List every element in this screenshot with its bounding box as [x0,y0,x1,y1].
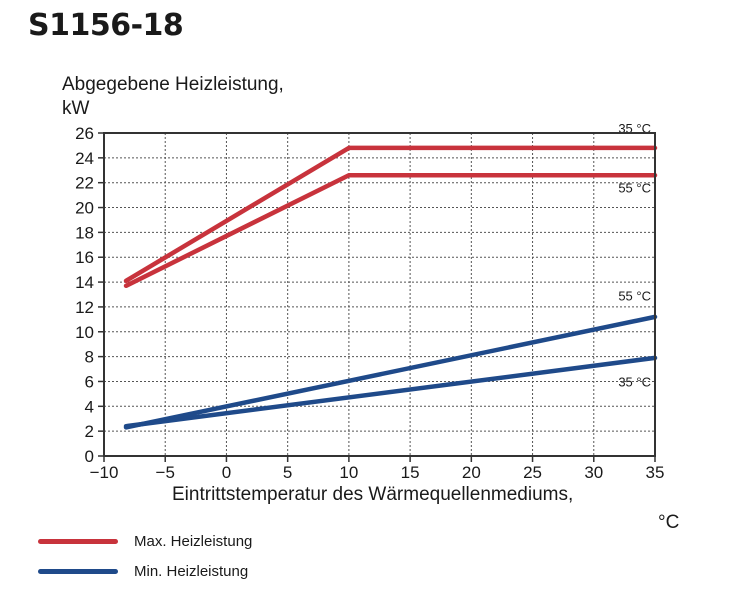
y-tick-label: 10 [75,323,94,342]
legend-label-min: Min. Heizleistung [134,562,249,580]
x-tick-label: 30 [584,463,603,482]
series-line-min-3 [123,355,658,429]
y-tick-label: 2 [85,422,94,441]
grid [104,133,655,456]
y-tick-label: 20 [75,199,94,218]
plot-frame [103,132,656,457]
series-line-min-2 [123,314,658,430]
legend-item-max: Max. Heizleistung [38,531,252,551]
series-lines [123,145,658,430]
series-line-max-1 [123,172,658,289]
series-line-max-0 [123,145,658,284]
y-tick-label: 22 [75,174,94,193]
x-axis-label-line2: °C [658,512,679,533]
series-labels: 35 °C55 °C55 °C35 °C [611,121,653,389]
chart-title: S1156-18 [28,8,184,43]
x-tick-label: 35 [646,463,665,482]
y-tick-label: 14 [75,273,94,292]
y-tick-label: 0 [85,447,94,466]
legend-swatch-max [38,538,118,544]
y-axis-label-line1: Abgegebene Heizleistung, [62,74,284,95]
x-tick-label: 0 [222,463,231,482]
y-tick-label: 16 [75,248,94,267]
series-label: 35 °C [618,374,651,389]
x-tick-label: 20 [462,463,481,482]
legend-swatch-min [38,568,118,574]
legend-label-max: Max. Heizleistung [134,532,253,550]
x-tick-label: −5 [156,463,175,482]
x-axis-label-line1: Eintrittstemperatur des Wärmequellenmedi… [172,484,573,505]
x-tick-label: 15 [401,463,420,482]
legend-item-min: Min. Heizleistung [38,561,248,581]
x-tick-label: 25 [523,463,542,482]
y-axis-label-line2: kW [62,98,90,119]
y-tick-label: 26 [75,124,94,143]
y-tick-label: 8 [85,348,94,367]
y-tick-label: 18 [75,223,94,242]
y-tick-label: 12 [75,298,94,317]
x-tick-label: 5 [283,463,292,482]
series-label: 55 °C [618,181,651,196]
x-tick-label: 10 [339,463,358,482]
y-tick-label: 24 [75,149,94,168]
x-tick-label: −10 [90,463,119,482]
series-label: 55 °C [618,289,651,304]
y-tick-label: 6 [85,372,94,391]
line-chart: Abgegebene Heizleistung, kW 024681012141… [62,74,679,533]
y-tick-label: 4 [85,397,94,416]
